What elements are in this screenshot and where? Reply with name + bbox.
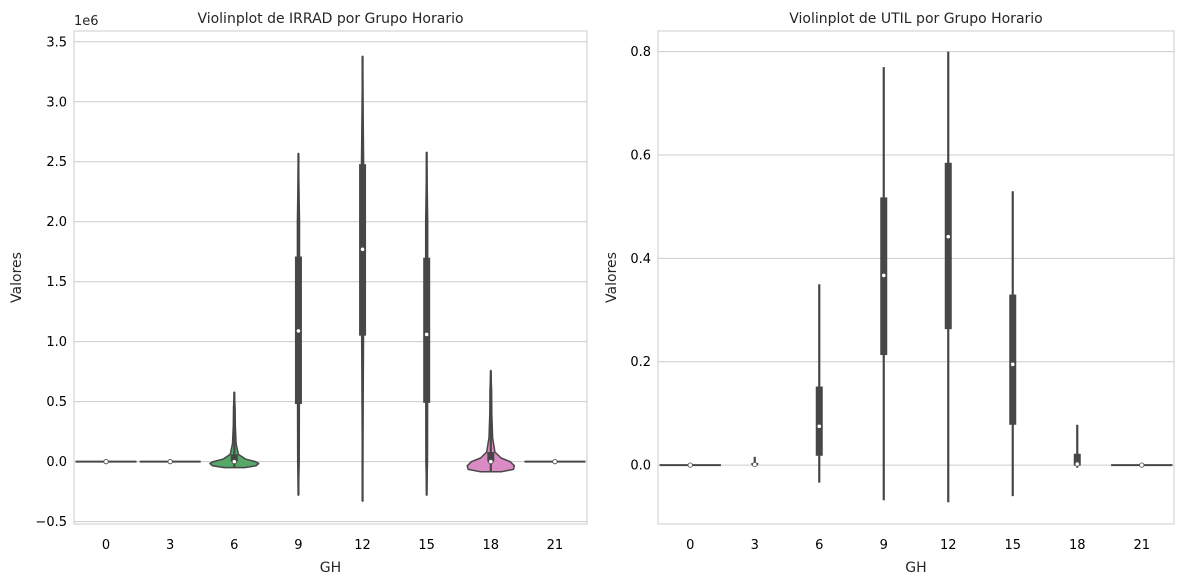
chart-title-util: Violinplot de UTIL por Grupo Horario xyxy=(789,11,1042,27)
median-point xyxy=(295,328,302,334)
x-tick-label: 15 xyxy=(418,538,435,553)
x-tick-label: 21 xyxy=(1133,538,1150,553)
y-tick-label: 0.6 xyxy=(630,149,651,164)
y-tick-label: 3.0 xyxy=(46,95,67,110)
violin-iqr-box xyxy=(1009,294,1017,425)
median-point xyxy=(167,459,173,465)
violin-6 xyxy=(815,284,823,483)
chart-util: 0.0 0.2 0.4 0.6 0.8 0 3 6 9 12 15 18 21 Violinplot … xyxy=(604,11,1175,576)
violin-21 xyxy=(524,459,586,465)
violin-15 xyxy=(1009,191,1017,497)
x-axis-label-irrad: GH xyxy=(320,560,341,576)
y-tick-label: 2.0 xyxy=(46,215,67,230)
violin-12 xyxy=(359,55,367,502)
x-ticks-irrad: 0 3 6 9 12 15 18 21 xyxy=(102,538,563,553)
y-ticks-util: 0.0 0.2 0.4 0.6 0.8 xyxy=(630,45,651,473)
median-point xyxy=(881,272,887,279)
chart-title-irrad: Violinplot de IRRAD por Grupo Horario xyxy=(197,11,463,27)
x-tick-label: 12 xyxy=(354,538,371,553)
x-tick-label: 0 xyxy=(686,538,694,553)
violin-iqr-box xyxy=(423,257,431,403)
median-point xyxy=(552,459,558,465)
median-point xyxy=(231,459,237,465)
violin-9 xyxy=(294,152,302,496)
violin-9 xyxy=(880,67,888,501)
x-tick-label: 0 xyxy=(102,538,110,553)
median-point xyxy=(1010,361,1016,367)
x-tick-label: 9 xyxy=(880,538,888,553)
median-point xyxy=(359,246,366,252)
violin-0 xyxy=(659,462,721,468)
plot-area-util xyxy=(657,30,1175,525)
y-tick-label: 1.0 xyxy=(46,335,67,350)
median-point xyxy=(103,459,109,465)
violin-12 xyxy=(944,51,952,503)
violin-3 xyxy=(139,459,201,465)
x-tick-label: 6 xyxy=(815,538,823,553)
violin-18 xyxy=(1073,424,1081,468)
violin-iqr-box xyxy=(230,454,238,462)
violin-15 xyxy=(423,151,431,496)
median-point xyxy=(752,461,758,468)
x-ticks-util: 0 3 6 9 12 15 18 21 xyxy=(686,538,1150,553)
y-tick-label: −0.5 xyxy=(35,515,67,530)
median-point xyxy=(816,423,822,429)
y-tick-label: 0.8 xyxy=(630,45,651,60)
y-axis-label-irrad: Valores xyxy=(9,252,25,303)
violin-18 xyxy=(466,369,516,473)
median-point xyxy=(1139,462,1145,468)
y-tick-label: 0.5 xyxy=(46,395,67,410)
x-tick-label: 6 xyxy=(230,538,238,553)
gridlines-util xyxy=(658,51,1174,466)
violin-iqr-box xyxy=(1073,453,1081,466)
violin-iqr-box xyxy=(487,452,495,462)
violin-0 xyxy=(75,459,137,465)
median-point xyxy=(488,459,494,465)
y-tick-label: 1.5 xyxy=(46,275,67,290)
y-tick-label: 0.0 xyxy=(46,455,67,470)
y-tick-label: 0.0 xyxy=(630,459,651,474)
plot-area-irrad xyxy=(73,30,588,525)
y-axis-label-util: Valores xyxy=(604,252,620,303)
median-point xyxy=(687,462,693,468)
y-tick-label: 2.5 xyxy=(46,155,67,170)
violins-irrad xyxy=(75,55,586,502)
y-tick-label: 0.2 xyxy=(630,355,651,370)
x-tick-label: 21 xyxy=(547,538,564,553)
x-tick-label: 3 xyxy=(751,538,759,553)
x-tick-label: 12 xyxy=(940,538,957,553)
median-point xyxy=(424,331,430,338)
x-tick-label: 18 xyxy=(483,538,500,553)
y-tick-label: 3.5 xyxy=(46,35,67,50)
median-point xyxy=(945,234,951,240)
median-point xyxy=(1074,461,1080,467)
chart-irrad: −0.5 0.0 0.5 1.0 1.5 2.0 2.5 3.0 3.5 0 3 6 9 12 15 18 2… xyxy=(9,11,588,576)
violin-6 xyxy=(209,391,260,469)
x-tick-label: 18 xyxy=(1069,538,1086,553)
violin-iqr-box xyxy=(944,162,952,330)
violin-21 xyxy=(1111,462,1173,468)
y-tick-label: 0.4 xyxy=(630,252,651,267)
violins-util xyxy=(659,51,1173,503)
x-tick-label: 3 xyxy=(166,538,174,553)
x-tick-label: 15 xyxy=(1004,538,1021,553)
violin-iqr-box xyxy=(815,386,823,456)
y-offset-text-irrad: 1e6 xyxy=(74,14,99,29)
x-tick-label: 9 xyxy=(294,538,302,553)
y-ticks-irrad: −0.5 0.0 0.5 1.0 1.5 2.0 2.5 3.0 3.5 xyxy=(35,35,67,530)
x-axis-label-util: GH xyxy=(905,560,926,576)
violin-3 xyxy=(751,456,759,468)
